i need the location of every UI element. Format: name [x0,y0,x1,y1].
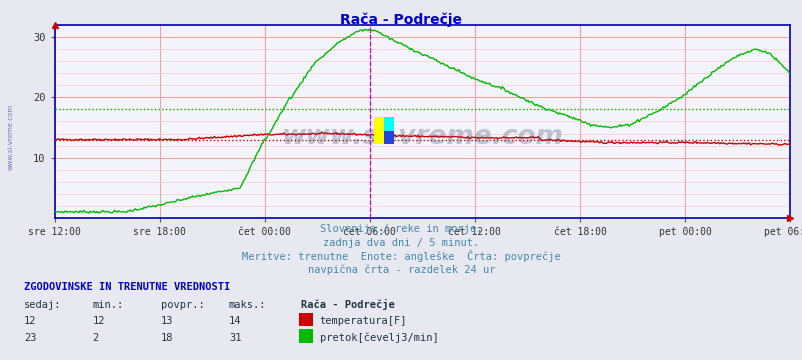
Text: www.si-vreme.com: www.si-vreme.com [281,124,563,150]
Text: sedaj:: sedaj: [24,300,62,310]
Text: zadnja dva dni / 5 minut.: zadnja dva dni / 5 minut. [323,238,479,248]
Text: temperatura[F]: temperatura[F] [319,316,407,327]
Text: 23: 23 [24,333,37,343]
Text: ZGODOVINSKE IN TRENUTNE VREDNOSTI: ZGODOVINSKE IN TRENUTNE VREDNOSTI [24,282,230,292]
Polygon shape [383,117,394,131]
Text: 2: 2 [92,333,99,343]
Polygon shape [383,131,394,144]
Text: Meritve: trenutne  Enote: angleške  Črta: povprečje: Meritve: trenutne Enote: angleške Črta: … [242,249,560,262]
Text: www.si-vreme.com: www.si-vreme.com [7,104,14,170]
Text: navpična črta - razdelek 24 ur: navpična črta - razdelek 24 ur [307,265,495,275]
Text: 13: 13 [160,316,173,327]
Text: Slovenija / reke in morje.: Slovenija / reke in morje. [320,224,482,234]
Text: 12: 12 [92,316,105,327]
Text: 12: 12 [24,316,37,327]
Text: min.:: min.: [92,300,124,310]
Text: povpr.:: povpr.: [160,300,204,310]
Text: 18: 18 [160,333,173,343]
Text: 31: 31 [229,333,241,343]
Text: Rača - Podrečje: Rača - Podrečje [340,13,462,27]
Text: 14: 14 [229,316,241,327]
Text: maks.:: maks.: [229,300,266,310]
Text: pretok[čevelj3/min]: pretok[čevelj3/min] [319,333,438,343]
Polygon shape [373,117,383,144]
Text: Rača - Podrečje: Rača - Podrečje [301,298,395,310]
